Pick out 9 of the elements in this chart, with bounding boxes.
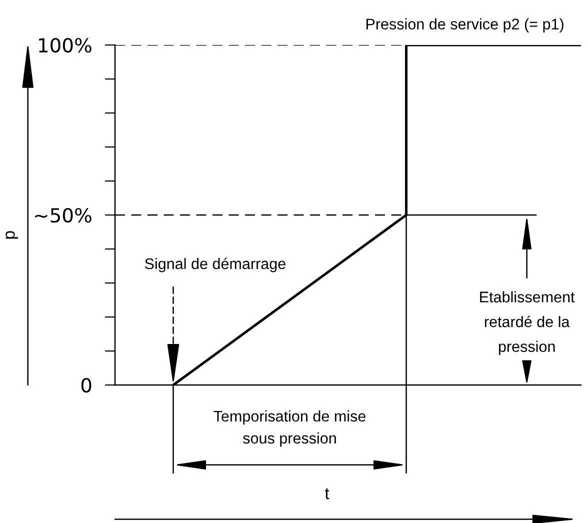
- y-axis-title: p: [6, 231, 18, 239]
- y-tick-label: 0: [81, 378, 92, 393]
- y-tick-label: ~50%: [35, 208, 92, 223]
- text: Temporisation de mise sous pression: [214, 410, 366, 447]
- annotation: Signal de démarrage: [144, 258, 286, 272]
- annotation: Etablissement retardé de la pression: [480, 291, 575, 355]
- y-tick-label: 100%: [39, 38, 92, 53]
- text: t: [324, 488, 330, 500]
- ref-line-label: Pression de service p2 (= p1): [366, 18, 564, 32]
